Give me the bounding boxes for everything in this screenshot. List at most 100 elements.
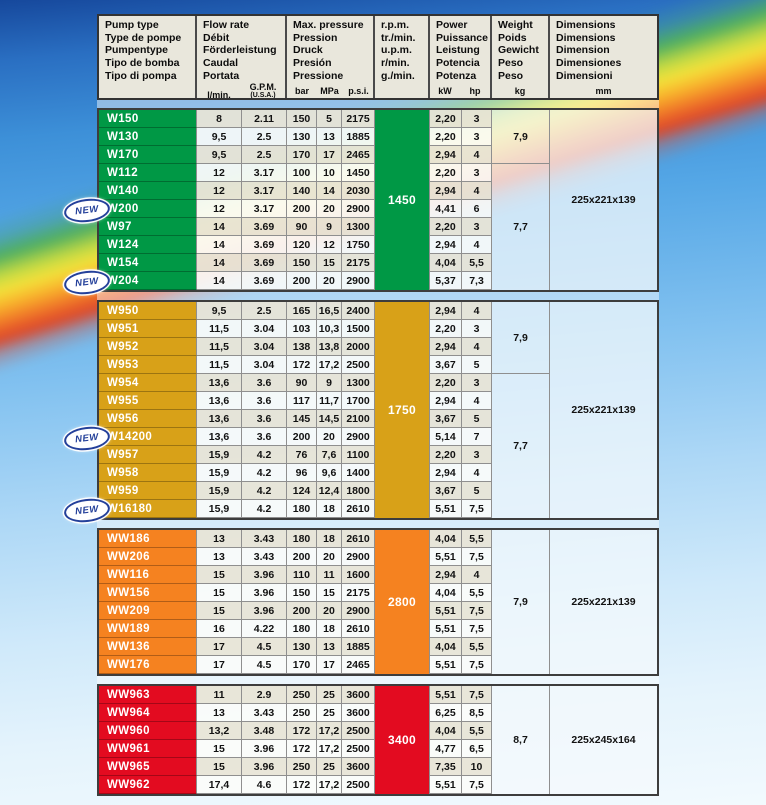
flow-gpm-cell: 3.69 — [242, 218, 287, 236]
pressure-mpa-cell: 18 — [317, 500, 342, 518]
pressure-psi-cell: 1500 — [342, 320, 375, 338]
pressure-mpa-cell: 17 — [317, 656, 342, 674]
header-label: Pumpentype — [105, 44, 169, 57]
power-kw-cell: 4,77 — [430, 740, 462, 758]
flow-gpm-cell: 2.11 — [242, 110, 287, 128]
power-hp-cell: 5,5 — [462, 254, 492, 272]
flow-lmin-cell: 13,6 — [197, 410, 242, 428]
weight-cell: 7,7 — [492, 164, 550, 290]
flow-gpm-cell: 4.2 — [242, 482, 287, 500]
pressure-psi-cell: 2465 — [342, 146, 375, 164]
pressure-bar-cell: 200 — [287, 602, 317, 620]
pressure-bar-cell: 250 — [287, 704, 317, 722]
flow-gpm-cell: 2.5 — [242, 128, 287, 146]
power-hp-cell: 3 — [462, 128, 492, 146]
pressure-mpa-cell: 13 — [317, 638, 342, 656]
pressure-psi-cell: 1300 — [342, 218, 375, 236]
flow-lmin-cell: 11,5 — [197, 338, 242, 356]
unit-label: p.s.i. — [342, 87, 373, 96]
header-label: Type de pompe — [105, 31, 182, 44]
flow-gpm-cell: 3.96 — [242, 602, 287, 620]
pressure-mpa-cell: 9 — [317, 218, 342, 236]
power-kw-cell: 2,20 — [430, 446, 462, 464]
header-labels-dimensions: Dimensions Dimensions Dimension Dimensiones… — [550, 16, 657, 83]
pressure-bar-cell: 150 — [287, 254, 317, 272]
pump-model-cell: WW962 — [99, 776, 197, 794]
flow-gpm-cell: 3.04 — [242, 338, 287, 356]
pump-model-cell: WW136 — [99, 638, 197, 656]
flow-lmin-cell: 8 — [197, 110, 242, 128]
pressure-psi-cell: 2610 — [342, 530, 375, 548]
flow-lmin-cell: 9,5 — [197, 128, 242, 146]
pump-model-cell: W958 — [99, 464, 197, 482]
flow-gpm-cell: 3.96 — [242, 584, 287, 602]
pump-model-cell: WW176 — [99, 656, 197, 674]
pump-model-cell: WW960 — [99, 722, 197, 740]
pressure-bar-cell: 170 — [287, 656, 317, 674]
flow-gpm-cell: 3.96 — [242, 758, 287, 776]
power-kw-cell: 2,94 — [430, 392, 462, 410]
pump-model-cell: W170 — [99, 146, 197, 164]
power-hp-cell: 3 — [462, 374, 492, 392]
pressure-mpa-cell: 16,5 — [317, 302, 342, 320]
pressure-psi-cell: 2030 — [342, 182, 375, 200]
pressure-mpa-cell: 17,2 — [317, 776, 342, 794]
weight-cell: 7,9 — [492, 530, 550, 674]
pump-model-cell: WW965 — [99, 758, 197, 776]
pump-model-cell: W950 — [99, 302, 197, 320]
header-labels-power: Power Puissance Leistung Potencia Potenza — [430, 16, 490, 83]
flow-lmin-cell: 15,9 — [197, 464, 242, 482]
pump-model-cell: W200 — [99, 200, 197, 218]
header-label: Débit — [203, 31, 230, 44]
pump-model-cell: WW206 — [99, 548, 197, 566]
header-label: Leistung — [436, 44, 480, 57]
pressure-mpa-cell: 20 — [317, 428, 342, 446]
flow-gpm-cell: 4.5 — [242, 656, 287, 674]
flow-gpm-cell: 3.96 — [242, 566, 287, 584]
power-kw-cell: 2,20 — [430, 218, 462, 236]
power-kw-cell: 2,20 — [430, 374, 462, 392]
pump-model-cell: WW963 — [99, 686, 197, 704]
header-units-weight: kg — [492, 87, 548, 98]
flow-lmin-cell: 13 — [197, 530, 242, 548]
power-kw-cell: 6,25 — [430, 704, 462, 722]
dimensions-cell: 225x221x139 — [550, 110, 657, 290]
pressure-psi-cell: 2900 — [342, 428, 375, 446]
power-hp-cell: 5 — [462, 410, 492, 428]
flow-lmin-cell: 9,5 — [197, 302, 242, 320]
power-hp-cell: 7,3 — [462, 272, 492, 290]
weight-cell: 8,7 — [492, 686, 550, 794]
pressure-mpa-cell: 11,7 — [317, 392, 342, 410]
pressure-bar-cell: 150 — [287, 584, 317, 602]
unit-main: bar — [294, 86, 309, 96]
pressure-mpa-cell: 12,4 — [317, 482, 342, 500]
pressure-bar-cell: 76 — [287, 446, 317, 464]
header-units-flow-rate: l/min. G.P.M. (U.S.A.) — [197, 82, 285, 98]
power-hp-cell: 4 — [462, 236, 492, 254]
pump-spec-table: Pump type Type de pompe Pumpentype Tipo de … — [62, 14, 659, 796]
pressure-psi-cell: 2610 — [342, 500, 375, 518]
pressure-psi-cell: 2500 — [342, 740, 375, 758]
header-cell-pump-type: Pump type Type de pompe Pumpentype Tipo de … — [99, 16, 197, 98]
flow-gpm-cell: 4.22 — [242, 620, 287, 638]
pressure-bar-cell: 200 — [287, 428, 317, 446]
pump-model-cell: W955 — [99, 392, 197, 410]
power-hp-cell: 3 — [462, 446, 492, 464]
flow-lmin-cell: 13,6 — [197, 392, 242, 410]
power-hp-cell: 7 — [462, 428, 492, 446]
power-hp-cell: 3 — [462, 320, 492, 338]
power-hp-cell: 4 — [462, 302, 492, 320]
rpm-cell: 3400 — [375, 686, 430, 794]
pressure-mpa-cell: 25 — [317, 686, 342, 704]
pump-model-cell: W154 — [99, 254, 197, 272]
pressure-bar-cell: 150 — [287, 110, 317, 128]
dimensions-cell: 225x221x139 — [550, 302, 657, 518]
pressure-bar-cell: 172 — [287, 740, 317, 758]
unit-main: l/min. — [207, 89, 231, 98]
flow-gpm-cell: 2.5 — [242, 302, 287, 320]
pressure-bar-cell: 172 — [287, 722, 317, 740]
weight-cell: 7,7 — [492, 374, 550, 518]
flow-gpm-cell: 3.6 — [242, 392, 287, 410]
pressure-mpa-cell: 5 — [317, 110, 342, 128]
header-cell-rpm: r.p.m. tr./min. u.p.m. r/min. g./min. — [375, 16, 430, 98]
